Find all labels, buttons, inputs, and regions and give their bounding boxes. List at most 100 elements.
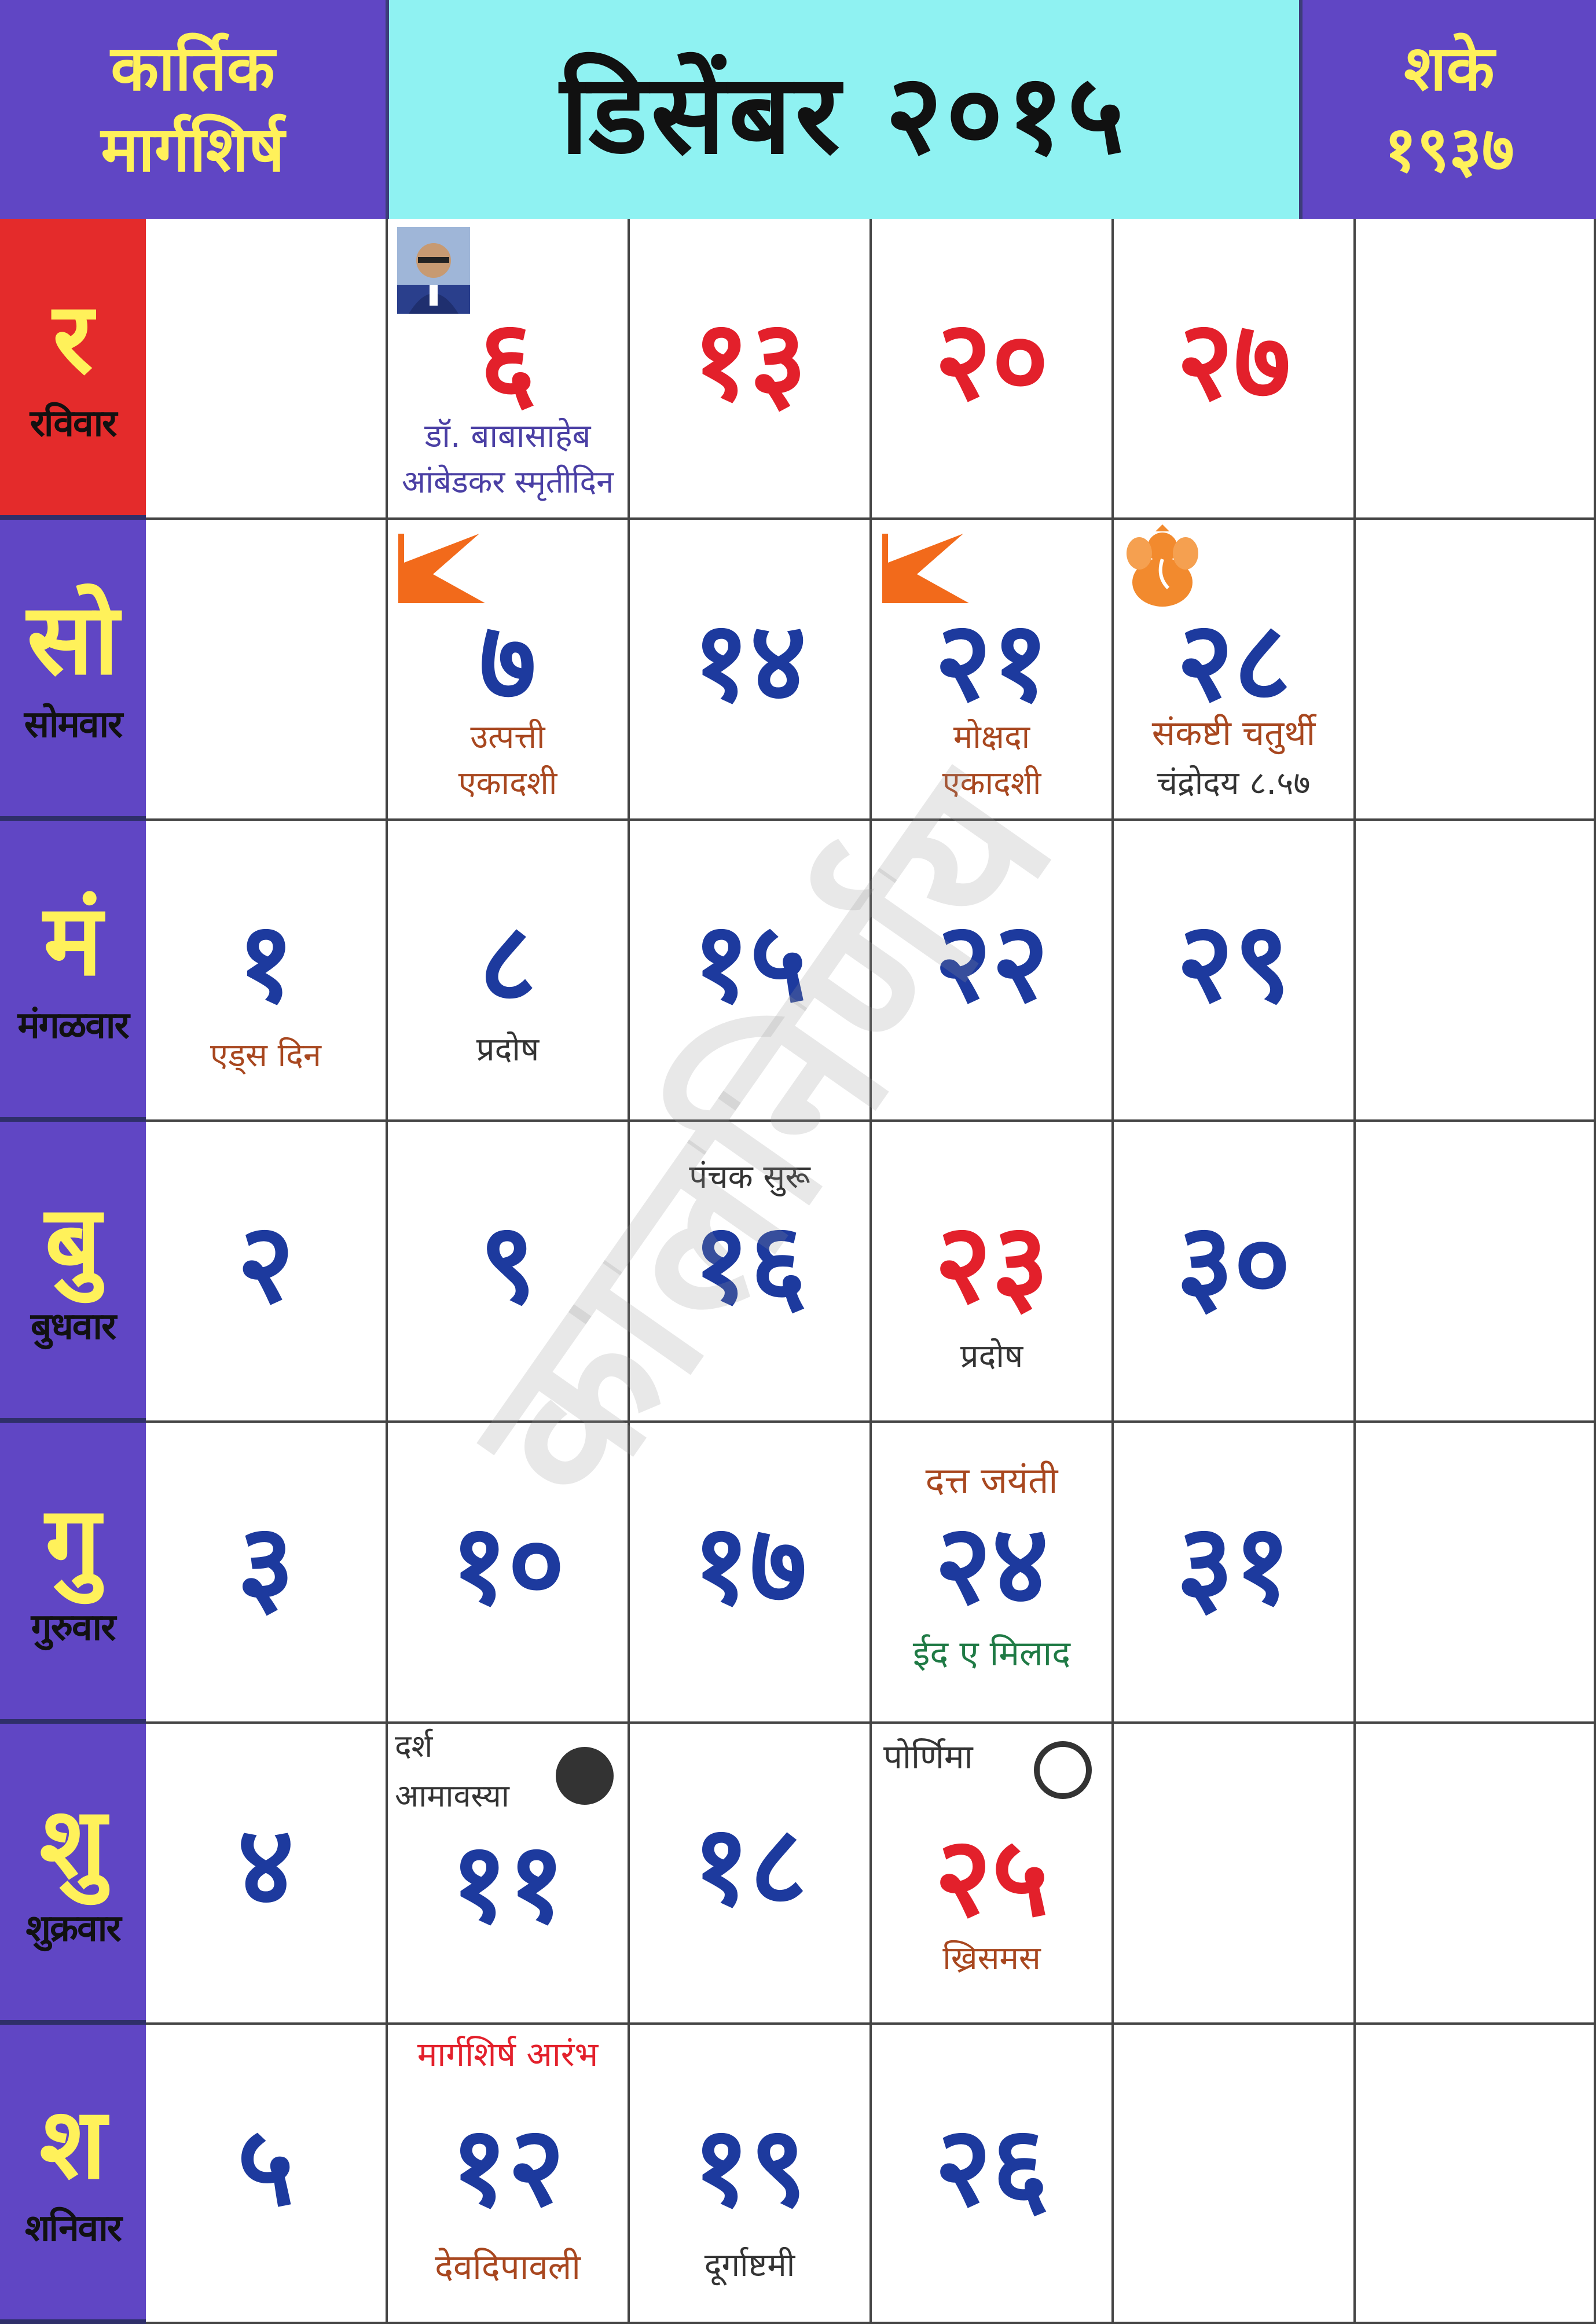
date-cell-empty [146,219,388,520]
date-cell-14[interactable]: १४ [630,520,872,821]
date-number: ३ [237,1500,295,1628]
date-cell-27[interactable]: २७ [1114,219,1356,520]
date-cell-15[interactable]: १५ [630,821,872,1122]
ganesh-icon [1127,524,1198,607]
date-note: डॉ. बाबासाहेब [424,417,591,455]
date-cell-10[interactable]: १० [388,1423,630,1724]
day-letter: शु [39,1786,107,1901]
date-number: २२ [934,898,1049,1026]
date-number: १९ [692,2102,807,2230]
date-cell-3[interactable]: ३ [146,1423,388,1724]
day-letter: बु [45,1184,101,1299]
date-number: १३ [692,296,807,424]
day-name: शुक्रवार [25,1907,121,1950]
day-name: गुरुवार [31,1606,116,1649]
date-number: २ [237,1199,295,1327]
header-shake-label: शके [1404,32,1495,105]
date-cell-19[interactable]: १९ दूर्गाष्टमी [630,2025,872,2324]
date-note: ख्रिसमस [942,1940,1041,1977]
date-note: प्रदोष [960,1338,1023,1375]
row-label-monday: सो सोमवार [0,520,146,821]
date-number: २७ [1176,296,1291,424]
day-letter: र [53,281,93,396]
date-cell-empty [146,520,388,821]
date-cell-12[interactable]: मार्गशिर्ष आरंभ १२ देवदिपावली [388,2025,630,2324]
calendar-grid: र रविवार सो सोमवार मं मंगळवार बु बुधवार … [0,219,1596,2324]
date-number: १५ [692,898,807,1026]
date-cell-empty [1356,1724,1596,2025]
date-cell-1[interactable]: १ एड्स दिन [146,821,388,1122]
date-number: २६ [934,2102,1049,2230]
date-note: एकादशी [942,765,1041,802]
date-cell-7[interactable]: ७ उत्पत्ती एकादशी [388,520,630,821]
date-note: दर्श [395,1728,433,1764]
date-cell-4[interactable]: ४ [146,1724,388,2025]
date-number: १ [237,898,295,1026]
date-cell-empty [1114,1724,1356,2025]
date-cell-2[interactable]: २ [146,1122,388,1423]
day-letter: श [39,2086,107,2201]
date-note: उत्पत्ती [470,718,545,756]
date-cell-17[interactable]: १७ [630,1423,872,1724]
date-number: २९ [1176,898,1291,1026]
new-moon-icon [556,1747,614,1805]
date-note: आंबेडकर स्मृतीदिन [401,464,614,500]
date-number: ३१ [1176,1500,1291,1628]
date-cell-21[interactable]: २१ मोक्षदा एकादशी [872,520,1114,821]
saffron-flag-icon [398,534,485,603]
date-cell-empty [1356,219,1596,520]
header-left-months: कार्तिक मार्गशिर्ष [0,0,386,219]
date-note: संकष्टी चतुर्थी [1151,713,1316,754]
header-shake-year: १९३७ [1384,113,1514,186]
full-moon-icon [1034,1741,1092,1799]
date-cell-31[interactable]: ३१ [1114,1423,1356,1724]
date-note: एकादशी [458,765,557,802]
date-cell-22[interactable]: २२ [872,821,1114,1122]
date-note: दत्त जयंती [925,1459,1058,1501]
date-cell-20[interactable]: २० [872,219,1114,520]
row-label-thursday: गु गुरुवार [0,1423,146,1724]
date-cell-30[interactable]: ३० [1114,1122,1356,1423]
date-number: ११ [450,1819,565,1947]
date-cell-5[interactable]: ५ [146,2025,388,2324]
date-cell-26[interactable]: २६ [872,2025,1114,2324]
date-note: मोक्षदा [953,718,1030,756]
header-month-kartik: कार्तिक [111,32,275,105]
date-number: १७ [692,1500,807,1628]
date-cell-empty [1356,1423,1596,1724]
date-note: आमावस्या [395,1778,509,1814]
row-label-saturday: श शनिवार [0,2025,146,2324]
day-name: बुधवार [30,1305,116,1348]
date-cell-24[interactable]: दत्त जयंती २४ ईद ए मिलाद [872,1423,1114,1724]
date-cell-9[interactable]: ९ [388,1122,630,1423]
date-cell-25[interactable]: पोर्णिमा २५ ख्रिसमस [872,1724,1114,2025]
row-label-tuesday: मं मंगळवार [0,821,146,1122]
date-number: २५ [934,1813,1049,1941]
header-month-margashirsha: मार्गशिर्ष [101,113,285,186]
date-number: ५ [237,2102,295,2230]
date-number: ७ [479,597,537,725]
row-label-friday: शु शुक्रवार [0,1724,146,2025]
date-number: ८ [479,898,537,1026]
date-number: ४ [237,1801,295,1929]
date-cell-6[interactable]: ६ डॉ. बाबासाहेब आंबेडकर स्मृतीदिन [388,219,630,520]
date-cell-11[interactable]: दर्श आमावस्या ११ [388,1724,630,2025]
date-cell-29[interactable]: २९ [1114,821,1356,1122]
date-note: एड्स दिन [210,1037,321,1074]
date-cell-16[interactable]: पंचक सुरू १६ [630,1122,872,1423]
day-letter: मं [43,883,102,998]
date-cell-18[interactable]: १८ [630,1724,872,2025]
row-label-sunday: र रविवार [0,219,146,520]
date-number: २४ [934,1500,1049,1628]
date-cell-empty [1356,1122,1596,1423]
date-number: ६ [479,296,537,424]
date-cell-13[interactable]: १३ [630,219,872,520]
date-number: १६ [692,1199,807,1327]
date-note: चंद्रोदय ८.५७ [1157,765,1311,802]
date-cell-empty [1114,2025,1356,2324]
date-cell-28[interactable]: २८ संकष्टी चतुर्थी चंद्रोदय ८.५७ [1114,520,1356,821]
date-number: २० [934,296,1049,424]
date-cell-8[interactable]: ८ प्रदोष [388,821,630,1122]
date-number: ३० [1176,1199,1291,1327]
date-cell-23[interactable]: २३ प्रदोष [872,1122,1114,1423]
